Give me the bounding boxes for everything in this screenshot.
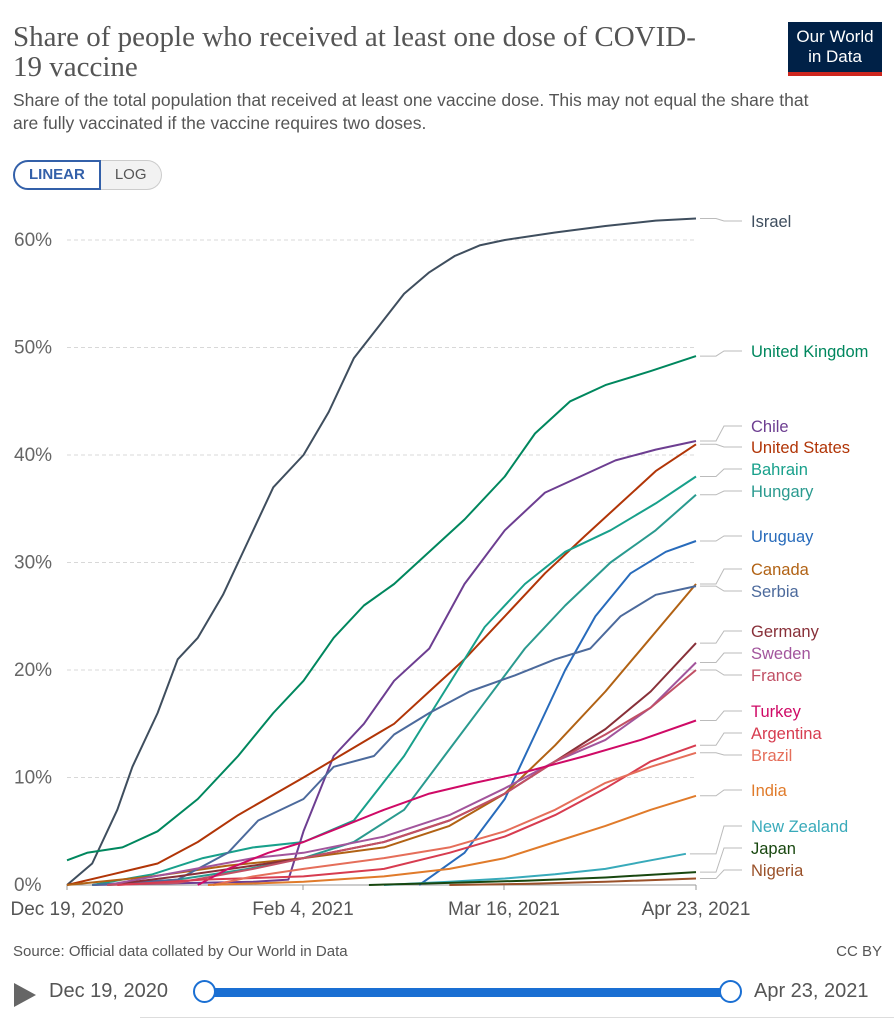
series-label[interactable]: Israel: [751, 213, 791, 231]
chart-title: Share of people who received at least on…: [13, 21, 696, 83]
series-label[interactable]: Turkey: [751, 703, 802, 721]
label-connector: [700, 869, 742, 880]
series-label[interactable]: United States: [751, 439, 850, 457]
series-label[interactable]: France: [751, 667, 802, 685]
series-line-turkey[interactable]: [197, 719, 697, 886]
y-tick-label: 20%: [14, 660, 52, 681]
label-connector: [700, 468, 742, 477]
series-label[interactable]: Sweden: [751, 645, 811, 663]
series-label[interactable]: Bahrain: [751, 461, 808, 479]
x-tick-label: Feb 4, 2021: [252, 899, 353, 920]
label-connector: [700, 443, 742, 448]
label-connector: [700, 847, 742, 873]
label-connector: [700, 710, 742, 722]
series-line-new-zealand[interactable]: [383, 852, 687, 886]
series-line-brazil[interactable]: [212, 751, 697, 886]
series-line-israel[interactable]: [66, 217, 697, 886]
label-connector: [700, 585, 742, 592]
y-tick-label: 30%: [14, 553, 52, 574]
bottom-tabs-bar: [140, 1017, 894, 1025]
series-line-united-states[interactable]: [66, 443, 697, 886]
series-label[interactable]: Serbia: [751, 583, 800, 601]
series-label[interactable]: Japan: [751, 840, 796, 858]
timeline-track[interactable]: [203, 988, 731, 997]
series-line-serbia[interactable]: [92, 585, 697, 886]
y-tick-label: 40%: [14, 445, 52, 466]
x-tick-label: Apr 23, 2021: [642, 899, 751, 920]
source-note: Source: Official data collated by Our Wo…: [13, 943, 348, 960]
x-tick-label: Mar 16, 2021: [448, 899, 560, 920]
label-connector: [700, 218, 742, 222]
series-line-nigeria[interactable]: [449, 877, 697, 886]
log-scale-button[interactable]: LOG: [100, 160, 162, 190]
x-tick-label: Dec 19, 2020: [10, 899, 123, 920]
series-line-united-kingdom[interactable]: [66, 355, 697, 862]
label-connector: [700, 350, 742, 357]
label-connector: [700, 652, 742, 663]
label-connector: [700, 752, 742, 756]
label-connector: [700, 490, 742, 496]
series-label[interactable]: Chile: [751, 418, 789, 436]
logo-line-2: in Data: [808, 47, 862, 66]
series-label[interactable]: Hungary: [751, 483, 814, 501]
series-line-canada[interactable]: [66, 583, 697, 886]
series-label[interactable]: Uruguay: [751, 528, 814, 546]
timeline-end-label: Apr 23, 2021: [754, 980, 869, 1002]
series-label[interactable]: Brazil: [751, 747, 792, 765]
chart-subtitle: Share of the total population that recei…: [13, 90, 809, 133]
series-line-argentina[interactable]: [117, 744, 697, 886]
y-tick-label: 10%: [14, 768, 52, 789]
series-line-bahrain[interactable]: [92, 475, 697, 886]
series-label[interactable]: Canada: [751, 561, 810, 579]
series-line-uruguay[interactable]: [418, 540, 697, 886]
label-connector: [700, 669, 742, 676]
logo-line-1: Our World: [796, 27, 874, 46]
label-connector: [700, 535, 742, 542]
y-tick-label: 50%: [14, 338, 52, 359]
series-label[interactable]: Germany: [751, 623, 820, 641]
series-line-chile[interactable]: [92, 440, 697, 886]
timeline-start-handle[interactable]: [193, 980, 216, 1003]
linear-scale-button[interactable]: LINEAR: [13, 160, 101, 190]
label-connector: [689, 825, 742, 855]
label-connector: [700, 789, 742, 797]
series-line-india[interactable]: [207, 794, 697, 886]
label-connector: [700, 425, 742, 442]
series-label[interactable]: India: [751, 782, 788, 800]
timeline-end-handle[interactable]: [719, 980, 742, 1003]
series-label[interactable]: Argentina: [751, 725, 822, 743]
label-connector: [700, 630, 742, 644]
scale-toggle: LINEAR LOG: [13, 160, 162, 190]
play-icon[interactable]: [14, 983, 36, 1007]
series-label[interactable]: New Zealand: [751, 818, 848, 836]
series-line-japan[interactable]: [368, 871, 697, 886]
series-label[interactable]: Nigeria: [751, 862, 804, 880]
y-tick-label: 0%: [14, 875, 42, 896]
series-line-germany[interactable]: [107, 642, 697, 886]
license-link[interactable]: CC BY: [836, 943, 882, 960]
y-tick-label: 60%: [14, 230, 52, 251]
label-connector: [700, 732, 742, 746]
series-label[interactable]: United Kingdom: [751, 343, 868, 361]
timeline-start-label: Dec 19, 2020: [49, 980, 168, 1002]
label-connector: [700, 568, 742, 585]
series-line-france[interactable]: [107, 669, 697, 886]
timeline-slider: Dec 19, 2020 Apr 23, 2021: [0, 975, 894, 1011]
owid-logo[interactable]: Our World in Data: [788, 22, 882, 76]
series-line-sweden[interactable]: [107, 661, 697, 886]
line-chart: 0% 10% 20% 30% 40% 50% 60% Dec 19, 2020 Feb 4, 2…: [10, 213, 868, 920]
